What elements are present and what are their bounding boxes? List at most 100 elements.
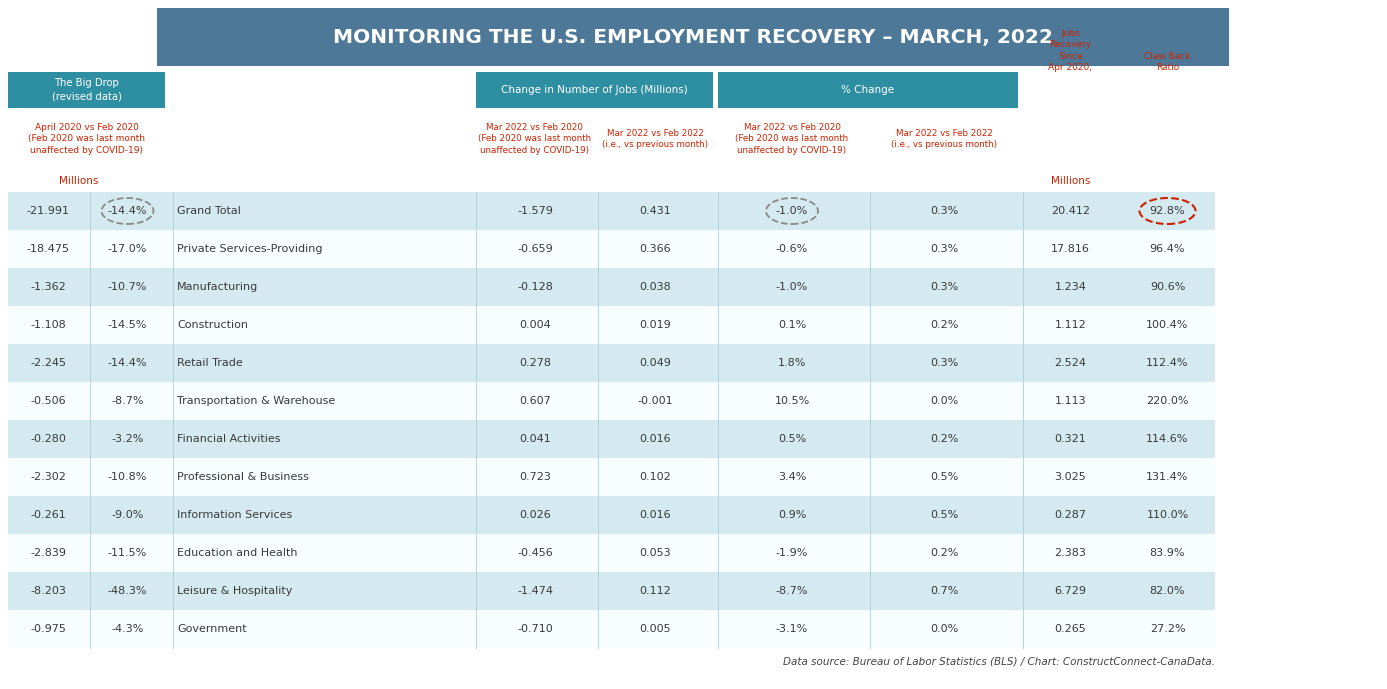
Text: -0.975: -0.975 [31, 624, 67, 634]
Text: 0.102: 0.102 [639, 472, 671, 482]
Text: 2.524: 2.524 [1054, 358, 1086, 368]
Text: 0.5%: 0.5% [929, 510, 958, 520]
Text: 220.0%: 220.0% [1146, 396, 1189, 406]
Text: -1.362: -1.362 [31, 282, 65, 292]
Text: 83.9%: 83.9% [1150, 548, 1186, 558]
FancyBboxPatch shape [8, 534, 1215, 572]
Text: -8.7%: -8.7% [111, 396, 144, 406]
Text: 27.2%: 27.2% [1150, 624, 1186, 634]
FancyBboxPatch shape [157, 8, 1229, 66]
Text: 0.5%: 0.5% [929, 472, 958, 482]
FancyBboxPatch shape [476, 72, 713, 108]
Text: 131.4%: 131.4% [1146, 472, 1189, 482]
Text: -14.4%: -14.4% [108, 358, 147, 368]
Text: 0.053: 0.053 [639, 548, 671, 558]
Text: -0.710: -0.710 [517, 624, 553, 634]
Text: 0.016: 0.016 [639, 510, 671, 520]
Text: -10.8%: -10.8% [108, 472, 147, 482]
Text: 114.6%: 114.6% [1146, 434, 1189, 444]
Text: -1.579: -1.579 [517, 206, 553, 216]
Text: -1.108: -1.108 [31, 320, 65, 330]
Text: 1.8%: 1.8% [778, 358, 806, 368]
Text: % Change: % Change [842, 85, 895, 95]
Text: -0.261: -0.261 [31, 510, 65, 520]
Text: -3.2%: -3.2% [111, 434, 144, 444]
Text: Change in Number of Jobs (Millions): Change in Number of Jobs (Millions) [501, 85, 688, 95]
Text: -9.0%: -9.0% [111, 510, 144, 520]
Text: -0.6%: -0.6% [775, 244, 809, 254]
FancyBboxPatch shape [8, 420, 1215, 458]
Text: 92.8%: 92.8% [1150, 206, 1186, 216]
Text: Millions: Millions [58, 176, 98, 186]
Text: 0.723: 0.723 [519, 472, 551, 482]
Text: 96.4%: 96.4% [1150, 244, 1186, 254]
Text: 0.265: 0.265 [1054, 624, 1086, 634]
Text: 0.2%: 0.2% [929, 548, 958, 558]
Text: 0.5%: 0.5% [778, 434, 806, 444]
Text: 3.025: 3.025 [1054, 472, 1086, 482]
FancyBboxPatch shape [8, 382, 1215, 420]
Text: 0.0%: 0.0% [929, 396, 958, 406]
Text: 17.816: 17.816 [1051, 244, 1090, 254]
Text: Mar 2022 vs Feb 2020
(Feb 2020 was last month
unaffected by COVID-19): Mar 2022 vs Feb 2020 (Feb 2020 was last … [735, 123, 849, 155]
Text: -2.839: -2.839 [31, 548, 67, 558]
Text: 0.112: 0.112 [639, 586, 671, 596]
FancyBboxPatch shape [8, 306, 1215, 344]
Text: -2.245: -2.245 [31, 358, 67, 368]
Text: -0.456: -0.456 [517, 548, 553, 558]
FancyBboxPatch shape [8, 344, 1215, 382]
Text: 1.112: 1.112 [1054, 320, 1086, 330]
FancyBboxPatch shape [8, 496, 1215, 534]
Text: Education and Health: Education and Health [178, 548, 297, 558]
Text: Claw Back
Ratio: Claw Back Ratio [1144, 52, 1191, 72]
Text: 0.038: 0.038 [639, 282, 671, 292]
Text: 0.278: 0.278 [519, 358, 551, 368]
Text: 0.2%: 0.2% [929, 320, 958, 330]
Text: Mar 2022 vs Feb 2022
(i.e., vs previous month): Mar 2022 vs Feb 2022 (i.e., vs previous … [890, 129, 997, 150]
Text: -3.1%: -3.1% [775, 624, 809, 634]
Text: 10.5%: 10.5% [774, 396, 810, 406]
Text: 0.019: 0.019 [639, 320, 671, 330]
Text: -1.0%: -1.0% [775, 282, 809, 292]
Text: 0.004: 0.004 [519, 320, 551, 330]
Text: Financial Activities: Financial Activities [178, 434, 280, 444]
Text: -1.474: -1.474 [517, 586, 553, 596]
Text: -2.302: -2.302 [31, 472, 67, 482]
Text: 0.431: 0.431 [639, 206, 671, 216]
Text: 0.041: 0.041 [519, 434, 551, 444]
Text: 0.1%: 0.1% [778, 320, 806, 330]
FancyBboxPatch shape [8, 72, 165, 108]
Text: -18.475: -18.475 [26, 244, 69, 254]
Text: -0.280: -0.280 [31, 434, 67, 444]
Text: 110.0%: 110.0% [1147, 510, 1189, 520]
Text: Mar 2022 vs Feb 2022
(i.e., vs previous month): Mar 2022 vs Feb 2022 (i.e., vs previous … [602, 129, 709, 150]
Text: 0.321: 0.321 [1054, 434, 1086, 444]
Text: 112.4%: 112.4% [1146, 358, 1189, 368]
Text: -1.0%: -1.0% [775, 206, 809, 216]
Text: MONITORING THE U.S. EMPLOYMENT RECOVERY – MARCH, 2022: MONITORING THE U.S. EMPLOYMENT RECOVERY … [333, 28, 1053, 46]
Text: 0.287: 0.287 [1054, 510, 1086, 520]
Text: Manufacturing: Manufacturing [178, 282, 258, 292]
Text: 0.9%: 0.9% [778, 510, 806, 520]
Text: Private Services-Providing: Private Services-Providing [178, 244, 323, 254]
Text: -8.7%: -8.7% [775, 586, 809, 596]
Text: -21.991: -21.991 [26, 206, 69, 216]
Text: Transportation & Warehouse: Transportation & Warehouse [178, 396, 336, 406]
Text: Data source: Bureau of Labor Statistics (BLS) / Chart: ConstructConnect-CanaData: Data source: Bureau of Labor Statistics … [784, 656, 1215, 666]
Text: 1.113: 1.113 [1054, 396, 1086, 406]
Text: 3.4%: 3.4% [778, 472, 806, 482]
FancyBboxPatch shape [8, 268, 1215, 306]
FancyBboxPatch shape [8, 610, 1215, 648]
Text: 0.049: 0.049 [639, 358, 671, 368]
Text: Jobs
Recovery
Since
Apr 2020,: Jobs Recovery Since Apr 2020, [1049, 29, 1093, 72]
Text: -0.506: -0.506 [31, 396, 65, 406]
Text: -48.3%: -48.3% [108, 586, 147, 596]
Text: Leisure & Hospitality: Leisure & Hospitality [178, 586, 293, 596]
Text: -17.0%: -17.0% [108, 244, 147, 254]
Text: 0.607: 0.607 [519, 396, 551, 406]
Text: Retail Trade: Retail Trade [178, 358, 243, 368]
FancyBboxPatch shape [8, 572, 1215, 610]
Text: -11.5%: -11.5% [108, 548, 147, 558]
Text: 0.016: 0.016 [639, 434, 671, 444]
Text: -0.001: -0.001 [638, 396, 673, 406]
